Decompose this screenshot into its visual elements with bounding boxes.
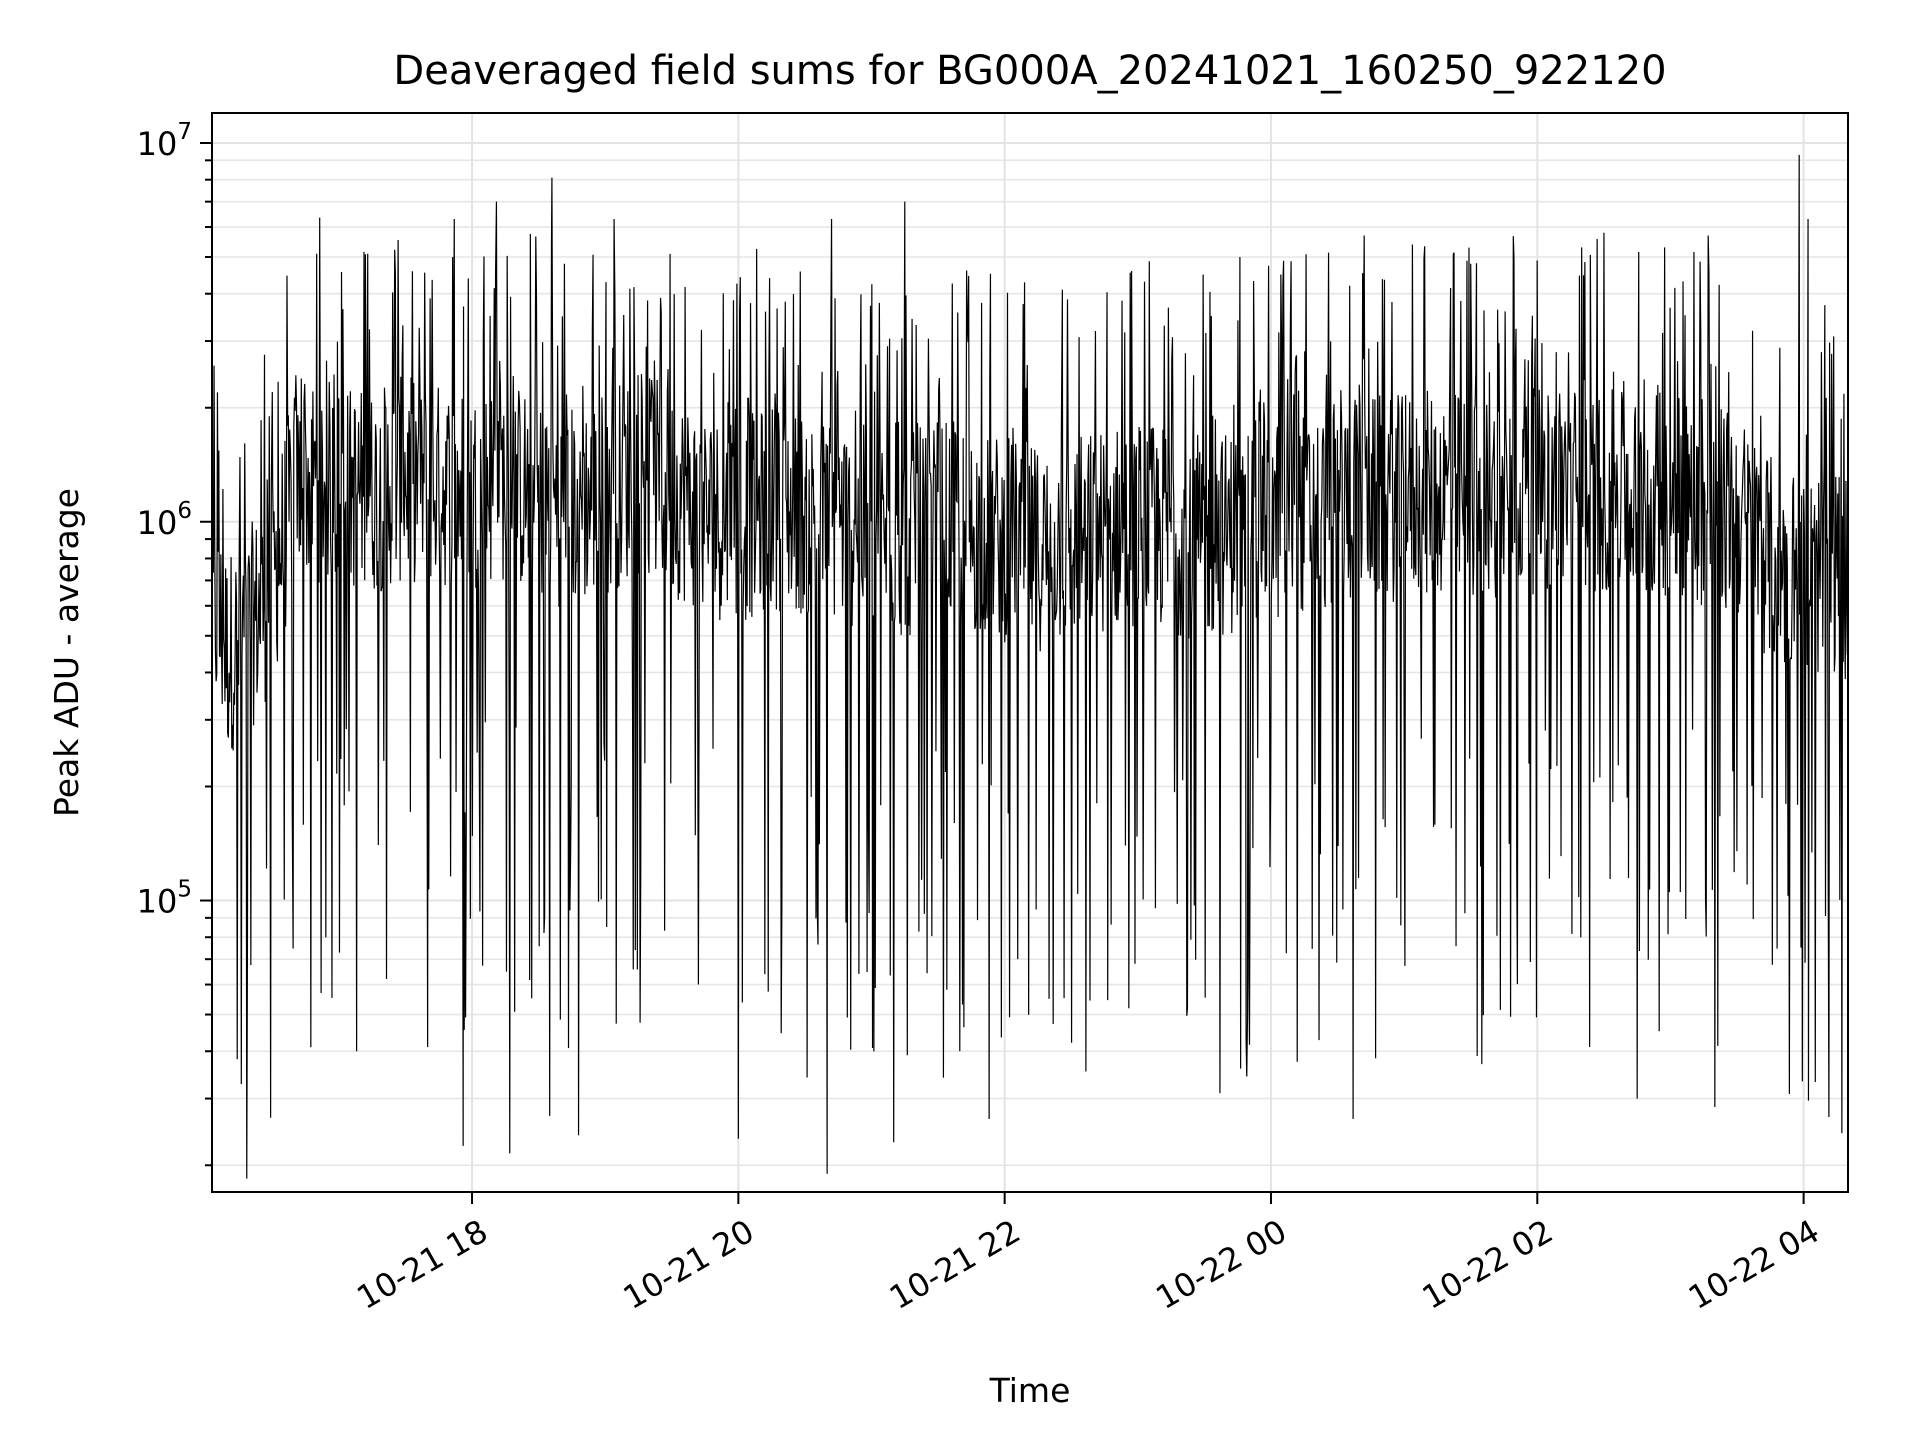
y-tick-exponent: 7 bbox=[177, 119, 192, 145]
y-tick-exponent: 6 bbox=[177, 498, 192, 524]
y-tick-base: 10 bbox=[137, 883, 178, 921]
y-tick-label: 105 bbox=[137, 877, 192, 921]
y-axis-label: Peak ADU - average bbox=[47, 488, 86, 817]
y-tick-label: 107 bbox=[137, 119, 192, 163]
x-axis-label: Time bbox=[989, 1371, 1071, 1410]
chart-title: Deaveraged field sums for BG000A_2024102… bbox=[393, 48, 1666, 94]
y-tick-exponent: 5 bbox=[177, 877, 192, 903]
y-tick-base: 10 bbox=[137, 125, 178, 163]
y-tick-label: 106 bbox=[137, 498, 192, 542]
plot-area bbox=[212, 154, 1848, 1179]
y-tick-base: 10 bbox=[137, 504, 178, 542]
series-line bbox=[212, 154, 1848, 1179]
plot-frame bbox=[211, 112, 1849, 1193]
